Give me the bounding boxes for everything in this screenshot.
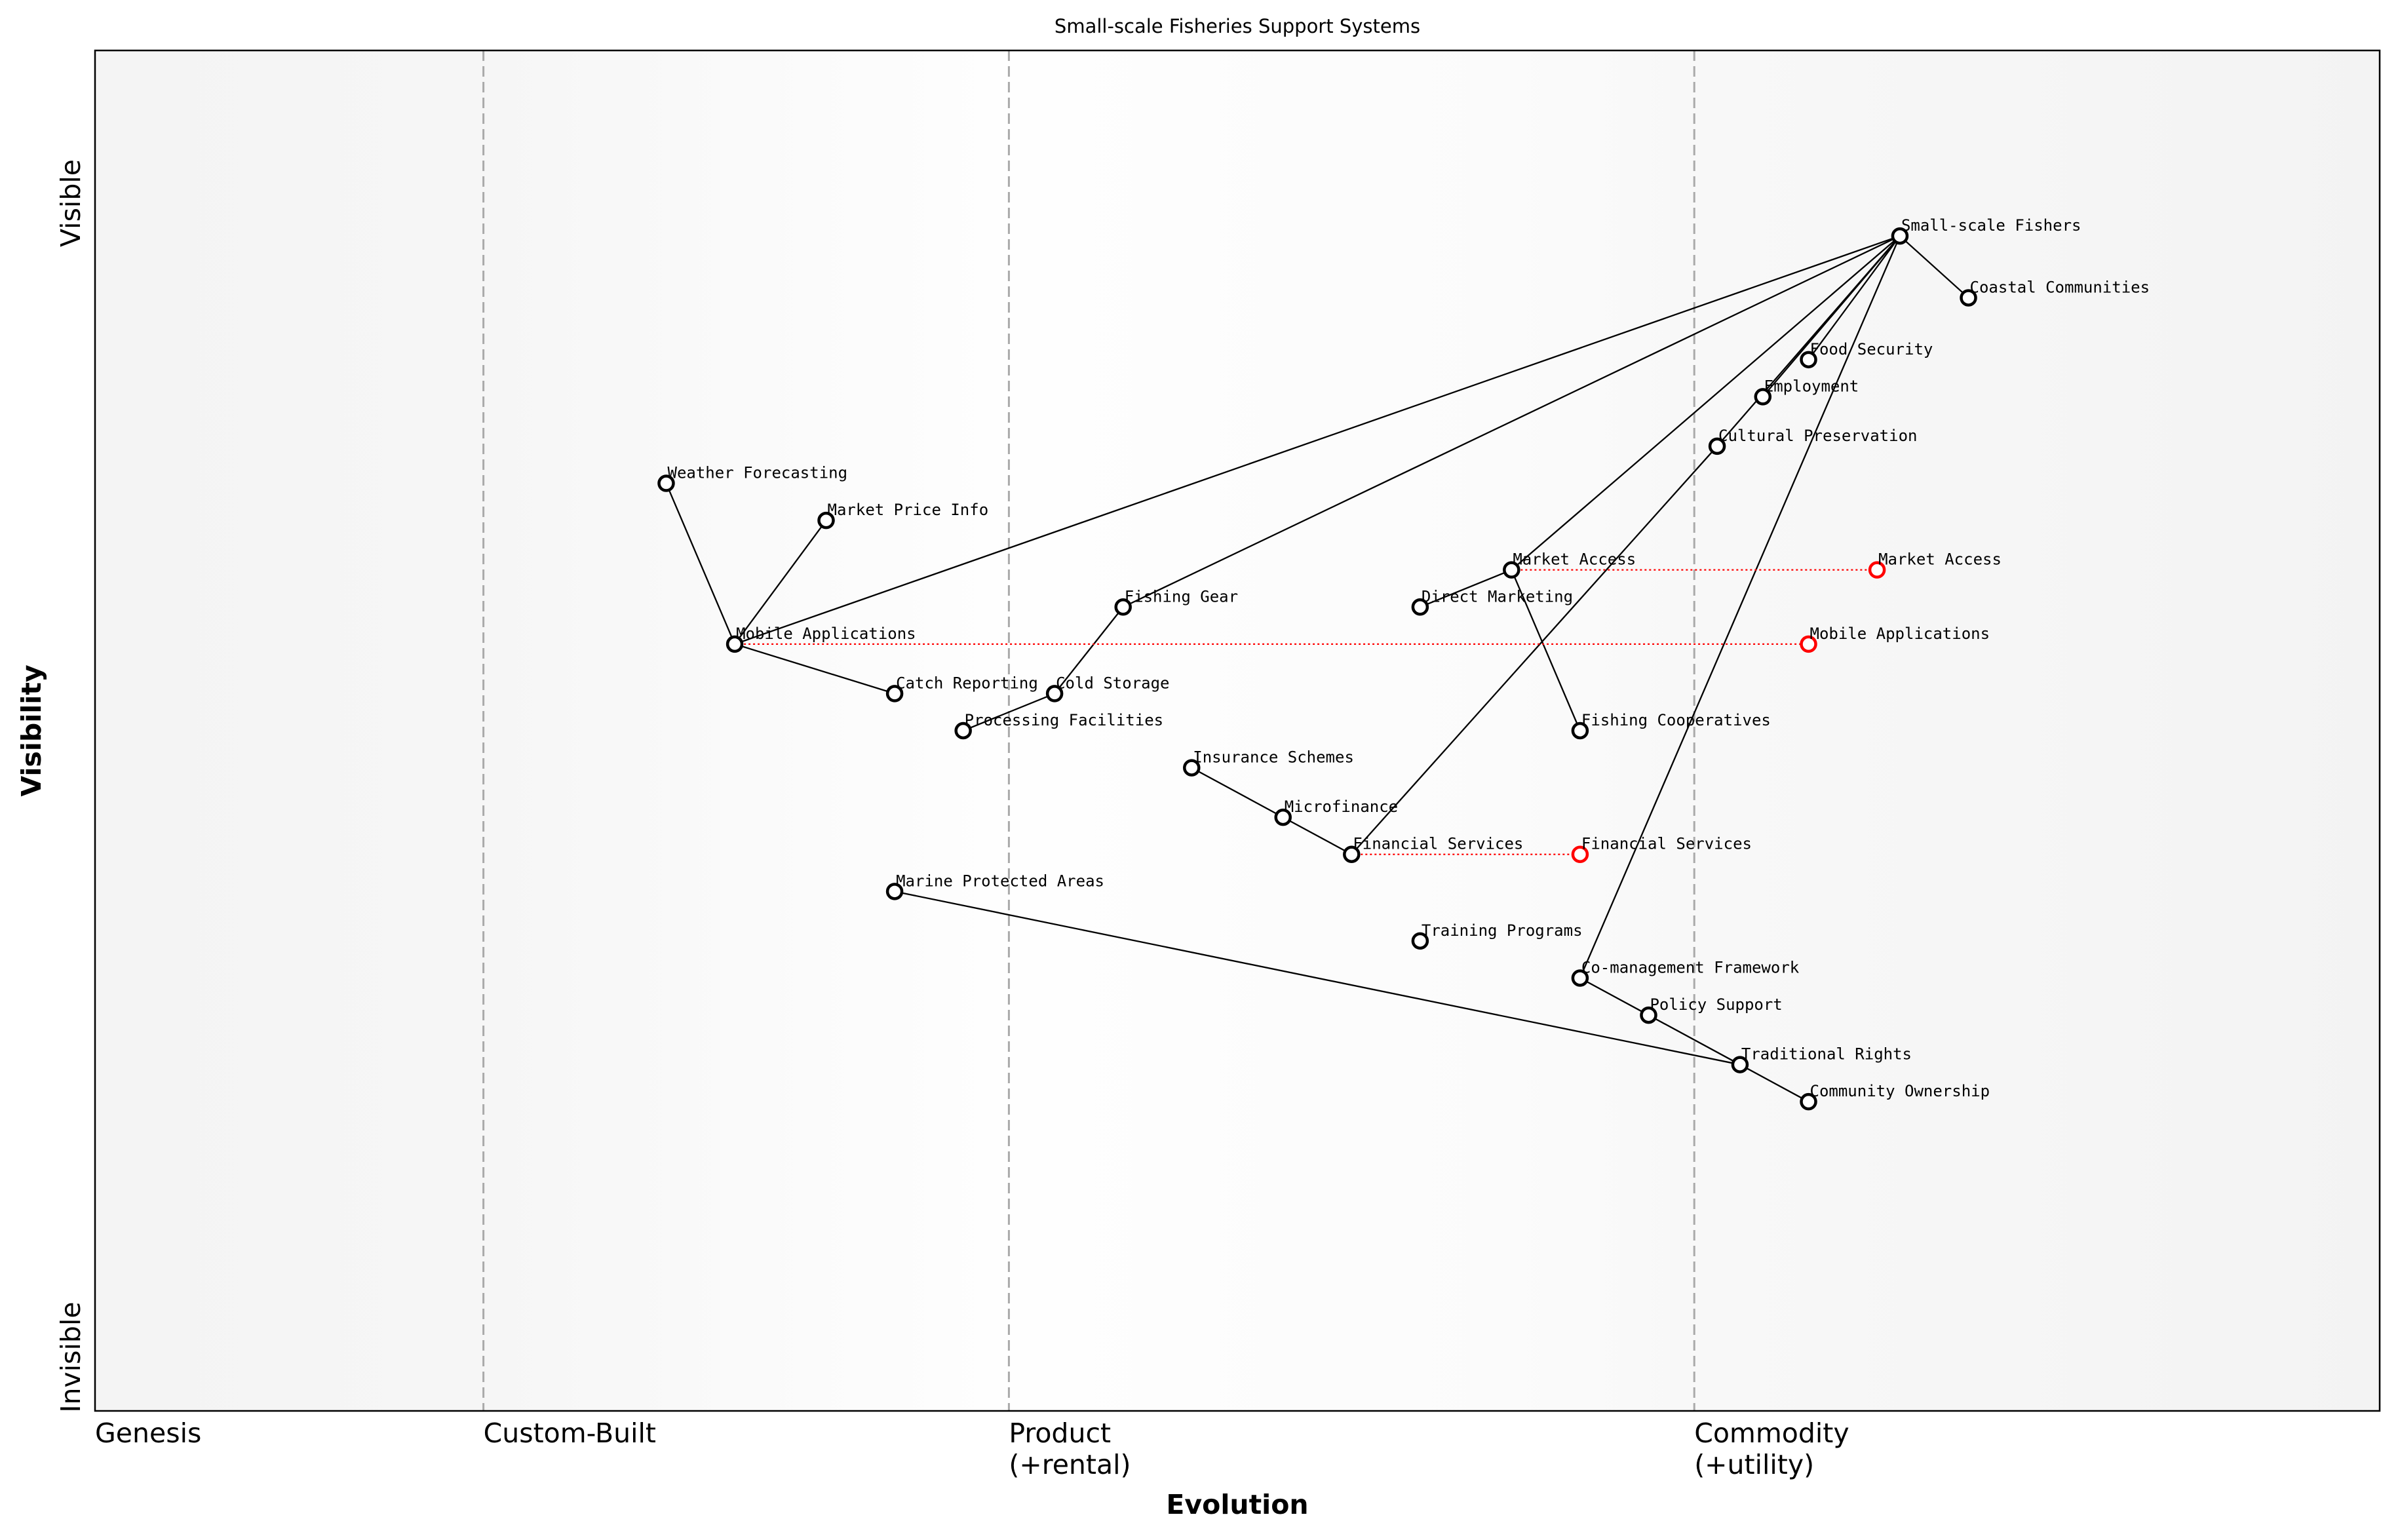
node-co-management-framework[interactable] [1571,969,1589,987]
node-label-cold-storage: Cold Storage [1056,674,1169,692]
node-label-microfinance: Microfinance [1285,798,1398,816]
node-fishing-cooperatives[interactable] [1571,722,1589,740]
link-small-scale-fishers-to-coastal-communities [1899,235,1969,299]
node-label-fishing-cooperatives: Fishing Cooperatives [1581,711,1771,729]
node-direct-marketing[interactable] [1411,598,1429,616]
stage-label-custom-built: Custom-Built [484,1417,656,1449]
node-label-weather-forecasting: Weather Forecasting [668,464,848,482]
node-label-market-access: Market Access [1513,550,1636,569]
stage-sublabel-commodity: (+utility) [1694,1449,1814,1480]
node-label-mobile-applications: Mobile Applications [736,625,916,643]
link-traditional-rights-to-community-ownership [1739,1064,1810,1103]
plot-background [95,50,2380,1411]
node-label-food-security: Food Security [1810,340,1933,358]
link-marine-protected-areas-to-traditional-rights [894,891,1741,1066]
node-label-small-scale-fishers: Small-scale Fishers [1901,216,2081,235]
node-label-fishing-gear: Fishing Gear [1125,587,1238,606]
node-label-training-programs: Training Programs [1422,921,1583,940]
node-label-traditional-rights: Traditional Rights [1741,1045,1912,1064]
link-mobile-applications-to-weather-forecasting [665,483,736,645]
link-insurance-schemes-to-microfinance [1191,767,1284,818]
node-training-programs[interactable] [1411,932,1429,950]
link-market-access-to-direct-marketing [1420,569,1512,608]
link-fishing-gear-to-cold-storage [1054,606,1124,695]
link-mobile-applications-to-market-price-info [734,520,827,645]
node-label-employment: Employment [1764,377,1859,395]
node-food-security[interactable] [1800,351,1817,369]
x-axis-title: Evolution [1166,1489,1308,1520]
stage-label-commodity: Commodity [1694,1417,1849,1449]
stage-sublabel-product: (+rental) [1009,1449,1131,1480]
node-label-insurance-schemes: Insurance Schemes [1193,748,1354,767]
node-employment[interactable] [1754,388,1772,406]
stage-label-product: Product [1009,1417,1111,1449]
node-microfinance[interactable] [1274,808,1292,826]
chart-title: Small-scale Fisheries Support Systems [1055,15,1420,37]
node-cold-storage[interactable] [1045,685,1064,703]
link-small-scale-fishers-to-food-security [1808,235,1901,360]
link-small-scale-fishers-to-fishing-gear [1123,235,1901,608]
node-label-direct-marketing: Direct Marketing [1422,587,1573,606]
node-label-cultural-preservation: Cultural Preservation [1718,427,1917,445]
node-processing-facilities[interactable] [954,722,972,740]
link-mobile-applications-to-catch-reporting [734,643,895,695]
node-marine-protected-areas[interactable] [885,883,904,900]
node-mobile-applications[interactable] [726,635,744,653]
plot-frame [94,49,2381,1412]
y-label-visible: Visible [55,159,87,247]
node-community-ownership[interactable] [1800,1092,1817,1111]
node-market-price-info[interactable] [817,511,835,529]
y-label-invisible: Invisible [55,1301,87,1412]
node-label-processing-facilities: Processing Facilities [965,711,1163,729]
node-market-access[interactable] [1503,561,1520,579]
node-weather-forecasting[interactable] [657,474,675,492]
node-label-market-price-info: Market Price Info [828,501,989,519]
node-label-policy-support: Policy Support [1650,995,1782,1014]
node-small-scale-fishers[interactable] [1891,227,1909,245]
evolved-node-market-access[interactable] [1868,561,1886,579]
link-small-scale-fishers-to-mobile-applications [734,235,1901,645]
evolved-node-mobile-applications[interactable] [1800,635,1817,653]
stage-label-genesis: Genesis [95,1417,201,1449]
evolved-node-financial-services[interactable] [1571,845,1589,863]
link-co-management-framework-to-policy-support [1579,977,1650,1016]
evolved-label-mobile-applications: Mobile Applications [1810,625,1990,643]
link-cold-storage-to-processing-facilities [963,693,1055,732]
node-label-marine-protected-areas: Marine Protected Areas [896,872,1104,890]
node-policy-support[interactable] [1640,1006,1657,1024]
node-label-financial-services: Financial Services [1353,835,1523,853]
node-label-coastal-communities: Coastal Communities [1970,278,2150,296]
link-small-scale-fishers-to-market-access [1511,235,1901,571]
evolved-label-market-access: Market Access [1878,550,2002,569]
link-small-scale-fishers-to-co-management-framework [1579,235,1901,978]
node-fishing-gear[interactable] [1114,598,1132,616]
link-cultural-preservation-to-financial-services [1351,446,1718,855]
node-label-community-ownership: Community Ownership [1810,1082,1990,1100]
node-traditional-rights[interactable] [1731,1056,1749,1073]
node-cultural-preservation[interactable] [1708,437,1726,455]
evolved-label-financial-services: Financial Services [1581,835,1752,853]
node-financial-services[interactable] [1343,845,1361,863]
node-insurance-schemes[interactable] [1183,759,1201,777]
node-catch-reporting[interactable] [885,685,904,703]
link-market-access-to-fishing-cooperatives [1511,569,1581,731]
link-small-scale-fishers-to-cultural-preservation [1716,235,1901,447]
y-axis-title: Visibility [16,664,47,796]
node-label-co-management-framework: Co-management Framework [1581,958,1800,976]
link-microfinance-to-financial-services [1283,817,1352,855]
node-label-catch-reporting: Catch Reporting [896,674,1038,692]
link-policy-support-to-traditional-rights [1648,1014,1741,1066]
node-coastal-communities[interactable] [1960,289,1977,307]
